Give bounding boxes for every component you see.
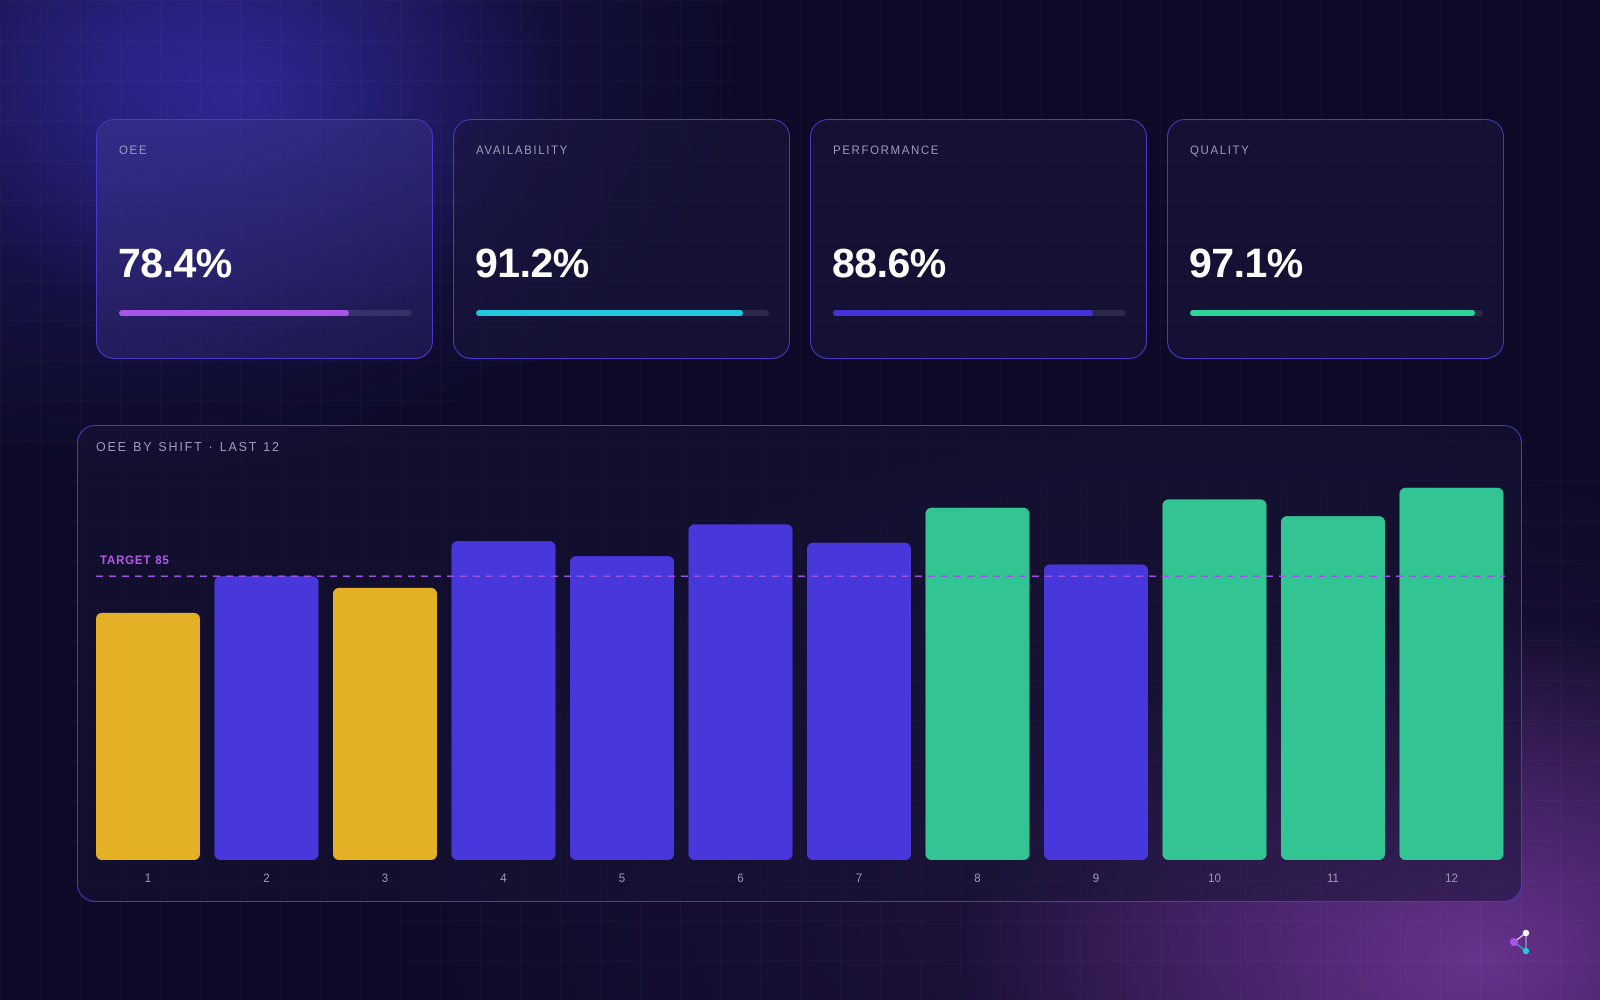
bar-shift-10 (1162, 499, 1267, 860)
share-nodes-icon (1510, 929, 1530, 955)
bar-shift-1 (96, 612, 200, 860)
chart-title: OEE BY SHIFT · LAST 12 (96, 440, 281, 454)
kpi-label: QUALITY (1190, 145, 1251, 157)
kpi-value: 91.2% (475, 240, 589, 286)
kpi-value: 88.6% (832, 240, 946, 286)
bar-shift-11 (1281, 516, 1385, 860)
x-tick-label: 5 (619, 873, 625, 885)
kpi-value: 97.1% (1189, 240, 1303, 286)
chart-panel: OEE BY SHIFT · LAST 12 1 2 3 4 5 6 7 8 9 10 11 12 TA… (77, 425, 1522, 902)
x-tick-label: 4 (500, 873, 507, 885)
kpi-card-oee: OEE 78.4% (96, 119, 433, 359)
bar-shift-8 (925, 507, 1030, 860)
x-tick-label: 11 (1327, 873, 1339, 885)
target-label: TARGET 85 (100, 555, 170, 567)
kpi-label: OEE (119, 145, 149, 157)
kpi-progress-track (119, 310, 412, 316)
bar-shift-12 (1399, 487, 1504, 860)
kpi-card-performance: PERFORMANCE 88.6% (810, 119, 1147, 359)
brand-node (1522, 929, 1530, 937)
x-tick-label: 9 (1093, 873, 1099, 885)
kpi-progress-fill (476, 310, 744, 316)
kpi-progress-fill (833, 310, 1093, 316)
bar-shift-6 (688, 524, 793, 860)
x-tick-label: 3 (382, 873, 388, 885)
x-tick-label: 12 (1445, 873, 1458, 885)
bar-shift-2 (214, 576, 319, 860)
kpi-card-availability: AVAILABILITY 91.2% (453, 119, 790, 359)
kpi-progress-fill (119, 310, 349, 316)
bar-shift-7 (807, 542, 911, 860)
kpi-card-quality: QUALITY 97.1% (1167, 119, 1504, 359)
x-tick-label: 10 (1208, 873, 1221, 885)
x-tick-label: 8 (974, 873, 980, 885)
x-tick-label: 7 (856, 873, 862, 885)
bar-shift-3 (333, 587, 437, 860)
bar-shift-4 (451, 541, 556, 860)
kpi-value: 78.4% (118, 240, 232, 286)
kpi-label: PERFORMANCE (833, 145, 941, 157)
brand-node (1522, 947, 1530, 955)
kpi-progress-track (476, 310, 769, 316)
kpi-progress-track (833, 310, 1126, 316)
kpi-progress-track (1190, 310, 1483, 316)
x-tick-label: 2 (263, 873, 269, 885)
bar-shift-5 (570, 556, 674, 860)
kpi-progress-fill (1190, 310, 1475, 316)
brand-node (1510, 938, 1518, 946)
bar-shift-9 (1044, 564, 1148, 860)
kpi-label: AVAILABILITY (476, 145, 569, 157)
x-tick-label: 6 (737, 873, 743, 885)
x-tick-label: 1 (145, 873, 151, 885)
